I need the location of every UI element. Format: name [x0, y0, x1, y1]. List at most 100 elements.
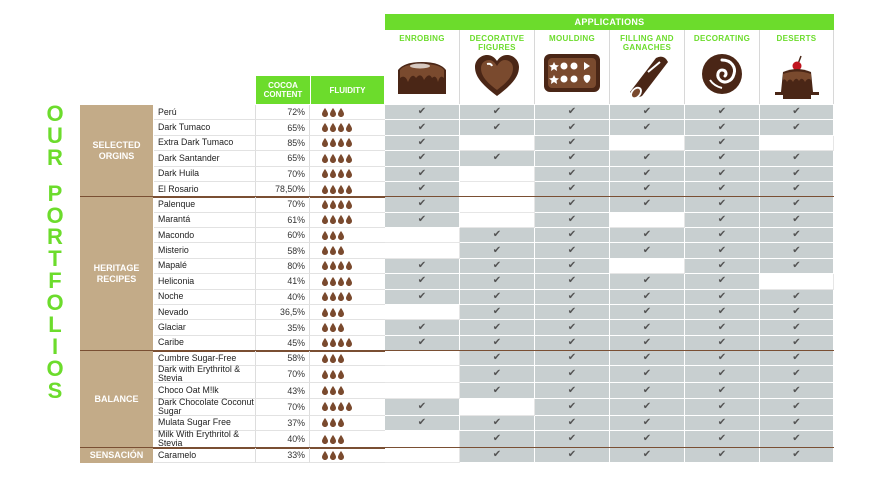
- application-cell: ✔: [385, 151, 460, 167]
- product-name: Palenque: [154, 197, 256, 213]
- application-cell: ✔: [685, 181, 760, 198]
- drop-icon: [338, 107, 344, 117]
- application-cell: ✔: [535, 415, 610, 432]
- check-icon: ✔: [642, 336, 652, 348]
- drop-icon: [338, 230, 344, 240]
- drop-icon: [338, 138, 344, 148]
- drop-icon: [338, 323, 344, 332]
- application-cell: [385, 351, 460, 367]
- application-cell: ✔: [385, 335, 460, 352]
- application-cell: ✔: [460, 243, 535, 259]
- application-header-decorative-figures: DECORATIVE FIGURES: [460, 30, 535, 104]
- drop-icon: [330, 292, 336, 302]
- check-icon: ✔: [717, 449, 727, 461]
- cocoa-content: 43%: [256, 383, 310, 399]
- application-cell: ✔: [460, 415, 535, 432]
- check-icon: ✔: [792, 167, 801, 179]
- product-name: Dark Huila: [154, 166, 256, 182]
- check-icon: ✔: [792, 384, 801, 396]
- table-row: Palenque 70% ✔ ✔ ✔ ✔ ✔: [154, 197, 834, 213]
- drop-icon: [322, 230, 328, 240]
- fluidity-drops: [310, 305, 385, 321]
- fluidity-drops: [310, 213, 385, 229]
- application-cell: [460, 212, 535, 229]
- application-cell: [385, 228, 460, 244]
- title-letter: O: [46, 101, 64, 126]
- application-cell: ✔: [460, 447, 535, 464]
- fluidity-drops: [310, 416, 385, 432]
- enrobing-icon: [398, 62, 446, 94]
- table-row: Choco Oat M!lk 43% ✔ ✔ ✔ ✔ ✔: [154, 383, 834, 399]
- title-letter: S: [47, 377, 63, 403]
- fluidity-drops: [310, 274, 385, 290]
- product-name: Misterio: [154, 243, 256, 259]
- drop-icon: [330, 353, 336, 363]
- group-label: SELECTED ORGINS: [80, 105, 153, 198]
- application-cell: ✔: [460, 120, 535, 136]
- cocoa-content: 58%: [256, 351, 310, 367]
- application-cell: ✔: [460, 383, 535, 399]
- fluidity-drops: [310, 448, 385, 464]
- application-cell: ✔: [685, 166, 760, 182]
- application-cell: ✔: [385, 135, 460, 152]
- drop-icon: [322, 169, 328, 179]
- application-cell: ✔: [535, 320, 610, 336]
- application-cell: ✔: [535, 431, 610, 448]
- application-cell: ✔: [460, 258, 535, 275]
- application-cell: [460, 398, 535, 416]
- product-name: Noche: [154, 289, 256, 305]
- fluidity-drops: [310, 431, 385, 448]
- check-icon: ✔: [492, 106, 502, 118]
- application-cell: ✔: [760, 212, 834, 229]
- drop-icon: [338, 450, 344, 460]
- check-icon: ✔: [717, 121, 727, 133]
- application-label: DECORATIVE FIGURES: [469, 34, 525, 52]
- check-icon: ✔: [492, 352, 502, 364]
- title-letter: O: [46, 290, 64, 316]
- application-cell: ✔: [685, 366, 760, 384]
- check-icon: ✔: [642, 433, 652, 444]
- application-cell: ✔: [535, 120, 610, 136]
- table-row: Dark Santander 65% ✔ ✔ ✔ ✔ ✔ ✔: [154, 151, 834, 167]
- check-icon: ✔: [717, 384, 727, 396]
- application-cell: ✔: [535, 212, 610, 229]
- check-icon: ✔: [642, 275, 652, 287]
- check-icon: ✔: [417, 321, 427, 333]
- check-icon: ✔: [717, 167, 727, 179]
- check-icon: ✔: [792, 229, 801, 241]
- product-name: Glaciar: [154, 320, 256, 336]
- title-letter: R: [47, 224, 63, 250]
- application-cell: [460, 181, 535, 198]
- application-cell: ✔: [760, 335, 834, 352]
- table-row: Cumbre Sugar-Free 58% ✔ ✔ ✔ ✔ ✔: [154, 351, 834, 367]
- application-cell: ✔: [685, 320, 760, 336]
- cocoa-content: 36,5%: [256, 304, 310, 321]
- check-icon: ✔: [642, 449, 652, 461]
- application-cell: ✔: [460, 351, 535, 367]
- fluidity-drops: [310, 336, 385, 352]
- application-cell: ✔: [385, 258, 460, 275]
- application-cell: ✔: [535, 351, 610, 367]
- drop-icon: [330, 418, 336, 428]
- application-cell: ✔: [535, 383, 610, 399]
- check-icon: ✔: [792, 368, 801, 380]
- drop-icon: [322, 450, 328, 460]
- table-row: Dark Tumaco 65% ✔ ✔ ✔ ✔ ✔ ✔: [154, 120, 834, 136]
- application-cell: [385, 383, 460, 399]
- application-cell: ✔: [685, 415, 760, 432]
- application-cell: ✔: [535, 228, 610, 244]
- cocoa-content: 45%: [256, 335, 310, 352]
- check-icon: ✔: [642, 384, 652, 396]
- application-cell: ✔: [610, 120, 685, 136]
- application-cell: [460, 135, 535, 152]
- application-cell: ✔: [610, 181, 685, 198]
- fluidity-drops: [310, 197, 385, 213]
- check-icon: ✔: [492, 449, 502, 461]
- application-cell: ✔: [685, 228, 760, 244]
- filling-icon: [630, 56, 668, 100]
- fluidity-drops: [310, 105, 385, 121]
- check-icon: ✔: [492, 384, 502, 396]
- check-icon: ✔: [717, 275, 727, 287]
- check-icon: ✔: [792, 290, 801, 302]
- application-cell: ✔: [685, 105, 760, 121]
